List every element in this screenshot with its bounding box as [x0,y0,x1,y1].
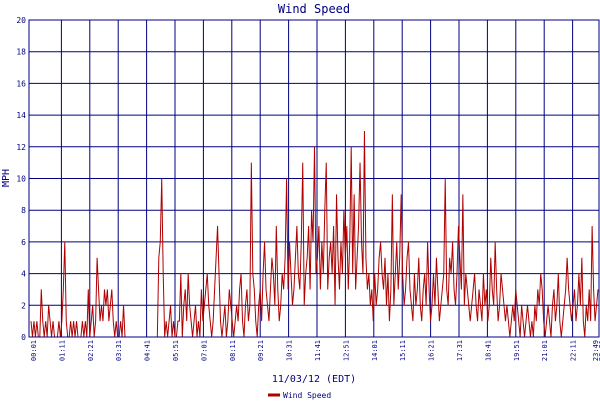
series-wind-speed [30,130,599,338]
y-tick-label: 14 [16,111,26,120]
x-tick-label: 22:11 [570,340,578,361]
x-tick-label: 08:11 [229,340,237,361]
y-tick-label: 10 [16,175,26,184]
x-tick-label: 07:01 [200,340,208,361]
y-tick-label: 18 [16,48,26,57]
y-tick-label: 20 [16,16,26,25]
x-tick-label: 17:31 [456,340,464,361]
x-tick-label: 05:51 [172,340,180,361]
y-tick-label: 0 [21,333,26,342]
x-tick-label: 23:49 [592,340,600,361]
chart-title: Wind Speed [278,2,350,16]
x-tick-label: 19:51 [513,340,521,361]
legend-label: Wind Speed [283,391,331,400]
x-tick-label: 23:21 [598,340,600,361]
x-tick-label: 14:01 [371,340,379,361]
y-tick-label: 6 [21,238,26,247]
x-tick-label: 03:31 [115,340,123,361]
x-tick-label: 16:21 [428,340,436,361]
x-tick-label: 02:21 [87,340,95,361]
x-axis-ticks: 00:01 01:11 02:21 03:31 04:41 05:51 07:01 08:11… [30,340,600,361]
x-tick-label: 12:51 [342,340,350,361]
x-tick-label: 10:31 [286,340,294,361]
y-tick-label: 4 [21,270,26,279]
x-tick-label: 18:41 [484,340,492,361]
x-tick-label: 15:11 [399,340,407,361]
x-tick-label: 09:21 [257,340,265,361]
x-tick-label: 00:01 [30,340,38,361]
y-tick-label: 8 [21,206,26,215]
y-tick-label: 12 [16,143,26,152]
x-axis-label: 11/03/12 (EDT) [272,374,356,385]
y-axis-label: MPH [1,169,12,187]
wind-speed-line [30,130,599,338]
x-tick-label: 04:41 [144,340,152,361]
x-tick-label: 21:01 [541,340,549,361]
y-tick-label: 16 [16,79,26,88]
y-tick-label: 2 [21,301,26,310]
legend: Wind Speed [268,391,331,400]
x-tick-label: 11:41 [314,340,322,361]
x-tick-label: 01:11 [58,340,66,361]
y-axis-ticks: 0 2 4 6 8 10 12 14 16 18 20 [16,16,26,342]
plot-frame [28,19,600,338]
